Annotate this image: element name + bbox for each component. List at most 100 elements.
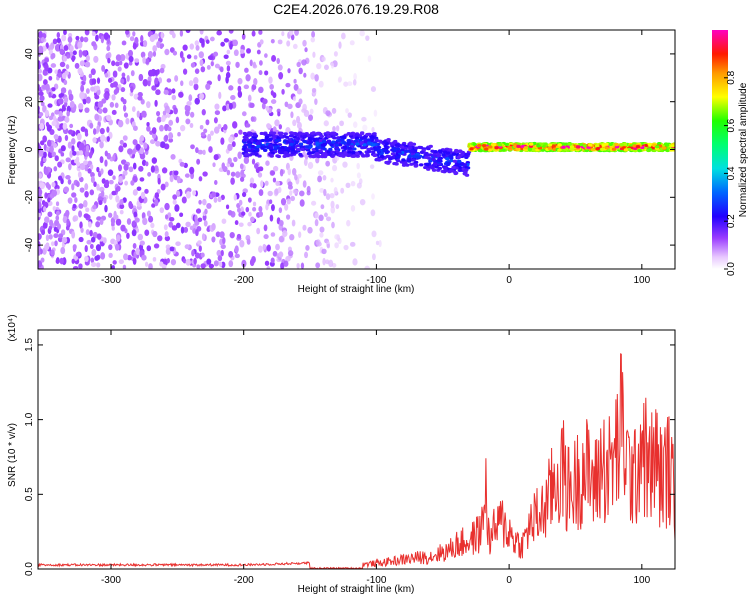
heatmap-cell xyxy=(258,86,264,94)
heatmap-cell xyxy=(171,88,176,94)
heatmap-cell xyxy=(226,169,231,176)
heatmap-cell xyxy=(128,201,133,209)
heatmap-cell xyxy=(175,222,181,229)
heatmap-cell xyxy=(44,63,49,72)
heatmap-cell xyxy=(345,182,351,188)
heatmap-cell xyxy=(44,167,49,176)
heatmap-cell xyxy=(308,151,313,155)
heatmap-cell xyxy=(112,154,116,161)
heatmap-cell xyxy=(276,138,282,142)
heatmap-cell xyxy=(98,200,103,206)
heatmap-cell xyxy=(323,64,329,71)
heatmap-cell xyxy=(170,154,176,160)
heatmap-cell xyxy=(130,70,135,77)
heatmap-cell xyxy=(132,31,136,37)
heatmap-cell xyxy=(85,229,90,236)
heatmap-cell xyxy=(290,34,295,41)
heatmap-cell xyxy=(120,224,126,232)
heatmap-cell xyxy=(293,83,299,91)
heatmap-cell xyxy=(199,92,205,100)
heatmap-cell xyxy=(270,257,275,264)
heatmap-cell xyxy=(271,54,277,62)
heatmap-cell xyxy=(44,57,50,63)
heatmap-cell xyxy=(413,163,419,167)
heatmap-cell xyxy=(85,207,90,213)
heatmap-cell xyxy=(194,68,200,74)
heatmap-cell xyxy=(79,91,85,100)
heatmap-cell xyxy=(42,157,47,163)
heatmap-cell xyxy=(399,145,405,149)
heatmap-cell xyxy=(413,146,419,150)
heatmap-cell xyxy=(132,189,138,196)
heatmap-cell xyxy=(351,150,356,155)
heatmap-cell xyxy=(92,204,97,210)
heatmap-cell xyxy=(236,233,242,239)
heatmap-cell xyxy=(225,60,231,66)
heatmap-cell xyxy=(202,149,206,156)
heatmap-cell xyxy=(190,144,195,150)
heatmap-cell xyxy=(557,148,562,152)
heatmap-cell xyxy=(347,146,352,150)
heatmap-cell xyxy=(333,186,338,195)
heatmap-cell xyxy=(166,78,172,83)
heatmap-cell xyxy=(123,62,129,69)
heatmap-cell xyxy=(164,181,169,188)
heatmap-cell xyxy=(151,203,156,208)
heatmap-cell xyxy=(258,245,263,253)
heatmap-cell xyxy=(84,61,91,68)
heatmap-cell xyxy=(242,138,247,142)
heatmap-cell xyxy=(136,110,140,118)
heatmap-cell xyxy=(311,87,317,93)
heatmap-cell xyxy=(442,150,448,154)
heatmap-cell xyxy=(270,232,276,237)
heatmap-cell xyxy=(104,93,110,101)
heatmap-cell xyxy=(529,142,534,146)
heatmap-cell xyxy=(302,180,307,188)
heatmap-cell xyxy=(182,44,188,51)
heatmap-cell xyxy=(215,231,221,238)
heatmap-cell xyxy=(264,70,269,76)
heatmap-cell xyxy=(258,189,264,196)
heatmap-cell xyxy=(226,65,231,72)
spectrogram-y-label: Frequency (Hz) xyxy=(7,116,18,185)
heatmap-cell xyxy=(210,61,214,67)
heatmap-cell xyxy=(238,222,244,227)
heatmap-cell xyxy=(331,107,337,114)
heatmap-cell xyxy=(286,198,291,205)
heatmap-cell xyxy=(287,250,294,257)
heatmap-cell xyxy=(367,138,372,142)
heatmap-cell xyxy=(619,143,624,147)
heatmap-cell xyxy=(214,179,218,186)
heatmap-cell xyxy=(152,45,158,52)
heatmap-cell xyxy=(632,144,637,148)
heatmap-cell xyxy=(61,34,67,42)
heatmap-cell xyxy=(79,221,83,229)
heatmap-cell xyxy=(244,152,250,156)
heatmap-cell xyxy=(68,93,74,101)
heatmap-cell xyxy=(83,74,87,83)
heatmap-cell xyxy=(608,142,613,146)
heatmap-cell xyxy=(90,172,95,178)
heatmap-cell xyxy=(279,168,284,177)
heatmap-cell xyxy=(168,132,173,140)
heatmap-cell xyxy=(428,153,433,157)
heatmap-cell xyxy=(46,146,50,152)
heatmap-cell xyxy=(487,148,493,152)
heatmap-cell xyxy=(92,137,97,143)
heatmap-cell xyxy=(62,106,67,112)
heatmap-cell xyxy=(449,154,454,158)
heatmap-cell xyxy=(139,240,145,246)
heatmap-cell xyxy=(42,222,48,229)
heatmap-cell xyxy=(314,219,319,227)
heatmap-cell xyxy=(235,61,240,68)
heatmap-cell xyxy=(257,154,262,158)
heatmap-cell xyxy=(269,131,274,135)
heatmap-cell xyxy=(251,158,256,165)
heatmap-cell xyxy=(62,215,68,224)
heatmap-cell xyxy=(623,148,629,152)
heatmap-cell xyxy=(48,225,53,231)
heatmap-cell xyxy=(296,121,302,130)
heatmap-cell xyxy=(194,97,200,105)
heatmap-cell xyxy=(213,154,219,161)
heatmap-cell xyxy=(523,146,529,150)
